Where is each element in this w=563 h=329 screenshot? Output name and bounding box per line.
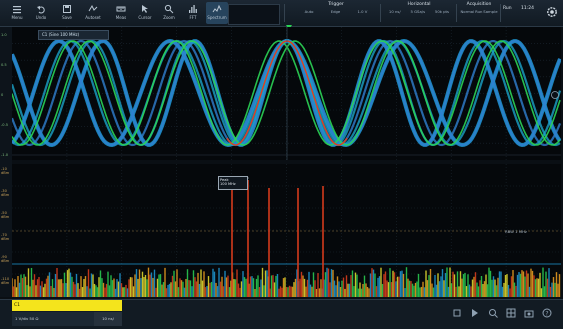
spectrum-plot <box>11 164 561 297</box>
toolbar-button-label: Cursor <box>138 15 152 20</box>
toolbar-group-value: Edge <box>330 9 341 14</box>
waveform-trace <box>11 40 561 146</box>
signal-badge[interactable]: C1 (Sine 100 MHz) <box>38 30 109 40</box>
toolbar-group-value: Run <box>475 9 483 14</box>
spectrum-icon <box>212 4 222 14</box>
grid-icon[interactable] <box>506 308 516 318</box>
svg-text:?: ? <box>545 311 548 318</box>
toolbar-group-acquisition[interactable]: Acquisition Normal Run Sample <box>460 2 498 24</box>
frequency-domain-panel <box>11 164 561 297</box>
toolbar-separator <box>380 4 381 22</box>
single-icon[interactable] <box>470 308 480 318</box>
cursor-readout[interactable]: Peak 100 MHz <box>218 176 248 190</box>
toolbar: Menu Undo Save Autoset Meas Cursor Zoom FFT Spec… <box>0 0 563 27</box>
y-tick-label: -70 dBm <box>1 233 10 241</box>
toolbar-button-label: FFT <box>189 15 197 20</box>
channel1-tag[interactable]: C1 <box>12 300 122 311</box>
toolbar-button-zoom[interactable]: Zoom <box>158 2 180 24</box>
toolbar-group-value: Auto <box>304 9 314 14</box>
y-tick-label: 1.0 <box>1 33 7 37</box>
waveform-plot <box>10 27 562 160</box>
y-tick-label: -10 dBm <box>1 167 10 175</box>
toolbar-group-value: 1.0 V <box>357 9 368 14</box>
fft-icon <box>188 4 198 14</box>
toolbar-group-trigger[interactable]: Trigger Auto Edge 1.0 V <box>296 2 376 24</box>
toolbar-group-horizontal[interactable]: Horizontal 10 ns/5 GSa/s 50k pts <box>384 2 454 24</box>
toolbar-button-label: Spectrum <box>207 15 227 20</box>
help-icon[interactable]: ? <box>542 308 552 318</box>
screenshot-icon[interactable] <box>524 308 534 318</box>
toolbar-button-label: Menu <box>11 15 23 20</box>
toolbar-group-values: Normal Run Sample <box>460 9 498 14</box>
toolbar-button-label: Save <box>62 15 72 20</box>
toolbar-button-save[interactable]: Save <box>56 2 78 24</box>
left-axis-strip: 1.0 0.5 0 -0.5 -1.0 -10 dBm -30 dBm -50 dBm -70 … <box>0 27 12 297</box>
toolbar-button-meas[interactable]: Meas <box>110 2 132 24</box>
y-tick-label: -90 dBm <box>1 255 10 263</box>
toolbar-button-label: Autoset <box>85 15 101 20</box>
toolbar-group-value: Sample <box>483 9 498 14</box>
rbw-label: RBW 1 MHz <box>505 229 527 234</box>
toolbar-group-values: Auto Edge 1.0 V <box>296 9 376 14</box>
toolbar-button-spectrum[interactable]: Spectrum <box>206 2 228 24</box>
toolbar-group-title: Acquisition <box>466 2 492 7</box>
measure-icon <box>116 4 126 14</box>
toolbar-button-menu[interactable]: Menu <box>6 2 28 24</box>
y-tick-label: -1.0 <box>1 153 9 157</box>
toolbar-group-values: 10 ns/5 GSa/s 50k pts <box>384 9 454 14</box>
toolbar-separator <box>500 4 501 22</box>
run-status[interactable]: Run <box>503 6 512 11</box>
toolbar-button-fft[interactable]: FFT <box>182 2 204 24</box>
y-tick-label: 0 <box>1 93 4 97</box>
save-icon <box>62 4 72 14</box>
y-tick-label: -50 dBm <box>1 211 10 219</box>
y-tick-label: -110 dBm <box>1 277 10 285</box>
time-domain-panel <box>10 27 562 160</box>
cursor-line1: Peak <box>220 178 229 182</box>
toolbar-group-value: Normal <box>460 9 475 14</box>
toolbar-button-cursor[interactable]: Cursor <box>134 2 156 24</box>
acquisition-display <box>228 4 280 25</box>
toolbar-group-value: 5 GSa/s <box>410 9 426 14</box>
toolbar-group-value: 10 ns/ <box>388 9 401 14</box>
toolbar-group-title: Trigger <box>328 2 344 7</box>
settings-gear-icon[interactable] <box>546 6 558 20</box>
timebase-box[interactable]: 10 ns/ <box>94 312 122 326</box>
toolbar-separator <box>456 4 457 22</box>
toolbar-button-undo[interactable]: Undo <box>30 2 52 24</box>
y-tick-label: 0.5 <box>1 63 7 67</box>
toolbar-separator <box>284 4 285 22</box>
autoset-icon <box>88 4 98 14</box>
toolbar-button-label: Undo <box>35 15 47 20</box>
channel1-tag-label: C1 <box>14 303 21 308</box>
toolbar-group-value: 50k pts <box>434 9 450 14</box>
toolbar-button-label: Meas <box>115 15 127 20</box>
clock: 11:24 <box>521 6 534 11</box>
channel1-info-text: 1 V/div 50 Ω <box>15 316 39 321</box>
zoom-icon <box>164 4 174 14</box>
y-tick-label: -0.5 <box>1 123 9 127</box>
toolbar-group-title: Horizontal <box>407 2 431 7</box>
toolbar-button-autoset[interactable]: Autoset <box>82 2 104 24</box>
trigger-level-icon <box>551 91 559 99</box>
cursor-line2: 100 MHz <box>220 182 236 186</box>
run-stop-icon[interactable] <box>452 308 462 318</box>
y-tick-label: -30 dBm <box>1 189 10 197</box>
waveform-trace <box>11 40 561 146</box>
menu-icon <box>12 4 22 14</box>
cursor-icon <box>140 4 150 14</box>
toolbar-button-label: Zoom <box>163 15 175 20</box>
zoom-in-icon[interactable] <box>488 308 498 318</box>
undo-icon <box>36 4 46 14</box>
